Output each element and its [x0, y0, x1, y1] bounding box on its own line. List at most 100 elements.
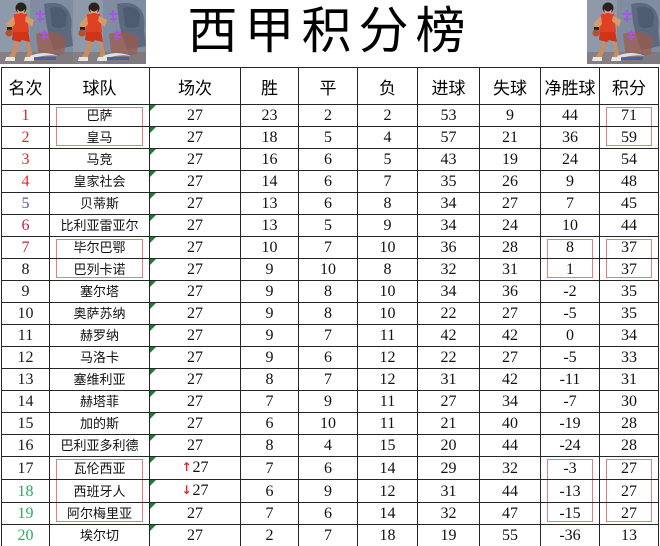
goals-against-value: 28	[502, 239, 518, 256]
column-header-goals_for: 进球	[417, 67, 480, 105]
table-row: 16 巴利亚多利德 27 8 4 15 20 44 -24 28	[1, 434, 659, 457]
wins-value: 10	[261, 239, 278, 256]
points-value: 27	[621, 505, 637, 522]
cell-rank: 2	[1, 126, 50, 149]
banner: 西甲积分榜	[0, 0, 660, 66]
wins-value: 6	[265, 415, 274, 432]
cell-wins: 9	[240, 346, 299, 369]
cell-goals-against: 34	[479, 390, 541, 413]
team-name: 马竞	[86, 152, 113, 167]
cell-goal-diff: 36	[540, 126, 600, 149]
cell-goals-against: 24	[479, 214, 541, 237]
cell-goal-diff: -2	[540, 280, 600, 303]
cell-goals-for: 22	[417, 302, 480, 325]
played-value: 27	[187, 349, 203, 366]
cell-goals-for: 21	[417, 412, 480, 435]
points-value: 33	[621, 349, 637, 366]
cell-points: 71	[599, 104, 659, 127]
points-value: 28	[621, 415, 637, 432]
table-row: 11 赫罗纳 27 9 7 11 42 42 0 34	[1, 324, 659, 347]
cell-losses: 10	[357, 280, 418, 303]
rank-value: 2	[21, 129, 30, 146]
cell-goals-for: 32	[417, 502, 480, 525]
draws-value: 9	[324, 482, 332, 500]
played-value: 27	[187, 283, 203, 300]
cell-losses: 14	[357, 502, 418, 525]
cell-draws: 5	[298, 214, 358, 237]
comment-marker-icon	[150, 281, 156, 287]
points-value: 37	[621, 261, 637, 278]
cell-points: 30	[599, 390, 659, 413]
wins-value: 8	[265, 371, 274, 388]
comment-marker-icon	[150, 457, 156, 463]
cell-team: 西班牙人	[49, 479, 150, 503]
cell-points: 44	[599, 214, 659, 237]
goal-diff-value: 36	[562, 129, 578, 146]
wins-value: 13	[261, 217, 278, 234]
draws-value: 6	[324, 195, 332, 212]
cell-goals-against: 27	[479, 302, 541, 325]
cell-team: 皇家社会	[49, 170, 150, 193]
column-header-goal_diff: 净胜球	[540, 67, 600, 105]
cell-rank: 10	[1, 302, 50, 325]
goals-for-value: 29	[440, 459, 457, 477]
team-name: 赫塔菲	[79, 394, 119, 409]
draws-value: 5	[324, 129, 332, 146]
team-name: 赫罗纳	[79, 328, 119, 343]
draws-value: 8	[324, 305, 332, 322]
cell-losses: 9	[357, 214, 418, 237]
wins-value: 7	[265, 393, 274, 410]
team-name: 阿尔梅里亚	[66, 506, 132, 521]
team-name: 巴萨	[86, 108, 113, 123]
cell-draws: 7	[298, 368, 358, 391]
cell-wins: 8	[240, 434, 299, 457]
cell-goals-for: 35	[417, 170, 480, 193]
team-name: 瓦伦西亚	[73, 460, 126, 476]
cell-goal-diff: -19	[540, 412, 600, 435]
cell-team: 埃尔切	[49, 524, 150, 546]
cell-goal-diff: -24	[540, 434, 600, 457]
cell-goals-against: 36	[479, 280, 541, 303]
cell-team: 塞尔塔	[49, 280, 150, 303]
cell-rank: 4	[1, 170, 50, 193]
goals-against-value: 27	[502, 195, 518, 212]
team-name: 贝蒂斯	[79, 196, 119, 211]
losses-value: 2	[383, 107, 392, 124]
wins-value: 13	[261, 195, 278, 212]
wins-value: 9	[265, 327, 274, 344]
points-value: 27	[621, 459, 637, 477]
cell-goals-against: 31	[479, 258, 541, 281]
cell-rank: 12	[1, 346, 50, 369]
goal-diff-value: 10	[562, 217, 578, 234]
cell-goals-against: 27	[479, 192, 541, 215]
cell-draws: 6	[298, 346, 358, 369]
cell-losses: 14	[357, 456, 418, 480]
table-row: 8 巴列卡诺 27 9 10 8 32 31 1 37	[1, 258, 659, 281]
cell-goal-diff: 10	[540, 214, 600, 237]
cell-wins: 7	[240, 456, 299, 480]
cell-played: 27	[149, 302, 241, 325]
comment-marker-icon	[150, 127, 156, 133]
cell-goals-against: 42	[479, 324, 541, 347]
cell-goals-for: 31	[417, 479, 480, 503]
cell-draws: 6	[298, 148, 358, 171]
rank-value: 7	[21, 239, 30, 256]
rank-value: 17	[17, 459, 34, 477]
player-artwork-image	[73, 0, 146, 64]
cell-goals-against: 19	[479, 148, 541, 171]
points-value: 34	[621, 327, 637, 344]
cell-goal-diff: 7	[540, 192, 600, 215]
cell-wins: 9	[240, 324, 299, 347]
wins-value: 2	[265, 527, 274, 544]
goals-for-value: 35	[440, 173, 457, 190]
goal-diff-value: 8	[566, 239, 574, 256]
cell-points: 27	[599, 479, 659, 503]
cell-played: 27	[149, 148, 241, 171]
cell-wins: 14	[240, 170, 299, 193]
played-value: 27	[187, 527, 203, 544]
cell-rank: 14	[1, 390, 50, 413]
goal-diff-value: 9	[566, 173, 574, 190]
rank-value: 12	[17, 349, 34, 366]
cell-goal-diff: -36	[540, 524, 600, 546]
goals-for-value: 20	[440, 437, 457, 454]
